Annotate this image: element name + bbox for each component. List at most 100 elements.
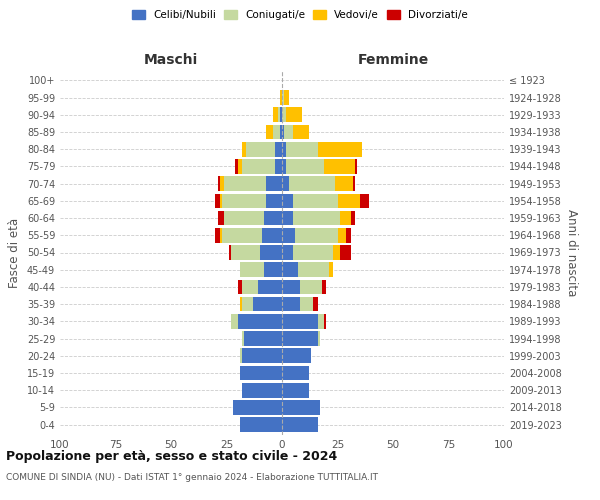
- Bar: [266, 176, 282, 191]
- Bar: [224, 176, 266, 191]
- Bar: [282, 280, 300, 294]
- Bar: [262, 228, 282, 242]
- Bar: [224, 210, 264, 226]
- Bar: [282, 383, 308, 398]
- Bar: [215, 228, 220, 242]
- Bar: [238, 280, 242, 294]
- Bar: [222, 228, 262, 242]
- Bar: [293, 245, 333, 260]
- Bar: [282, 348, 311, 363]
- Bar: [233, 400, 282, 415]
- Bar: [280, 90, 282, 105]
- Bar: [282, 194, 293, 208]
- Bar: [289, 176, 335, 191]
- Bar: [220, 176, 224, 191]
- Bar: [286, 159, 324, 174]
- Bar: [282, 90, 284, 105]
- Bar: [275, 159, 282, 174]
- Bar: [298, 262, 329, 277]
- Bar: [282, 142, 286, 156]
- Bar: [242, 383, 282, 398]
- Bar: [337, 228, 346, 242]
- Y-axis label: Fasce di età: Fasce di età: [8, 218, 21, 288]
- Bar: [284, 90, 289, 105]
- Bar: [293, 194, 337, 208]
- Text: Femmine: Femmine: [358, 52, 428, 66]
- Bar: [247, 142, 275, 156]
- Bar: [242, 159, 275, 174]
- Bar: [280, 108, 282, 122]
- Bar: [220, 194, 222, 208]
- Bar: [240, 418, 282, 432]
- Bar: [260, 245, 282, 260]
- Bar: [240, 262, 264, 277]
- Bar: [324, 159, 355, 174]
- Bar: [231, 314, 238, 328]
- Legend: Celibi/Nubili, Coniugati/e, Vedovi/e, Divorziati/e: Celibi/Nubili, Coniugati/e, Vedovi/e, Di…: [130, 8, 470, 22]
- Bar: [286, 142, 317, 156]
- Bar: [282, 262, 298, 277]
- Bar: [242, 297, 253, 312]
- Bar: [317, 142, 362, 156]
- Bar: [240, 366, 282, 380]
- Bar: [282, 124, 284, 140]
- Bar: [264, 210, 282, 226]
- Bar: [238, 159, 242, 174]
- Bar: [240, 348, 242, 363]
- Bar: [231, 245, 260, 260]
- Bar: [317, 332, 320, 346]
- Bar: [300, 297, 313, 312]
- Bar: [282, 400, 320, 415]
- Bar: [240, 297, 242, 312]
- Bar: [351, 210, 355, 226]
- Bar: [266, 194, 282, 208]
- Bar: [242, 142, 247, 156]
- Bar: [333, 245, 340, 260]
- Bar: [222, 194, 266, 208]
- Text: COMUNE DI SINDIA (NU) - Dati ISTAT 1° gennaio 2024 - Elaborazione TUTTITALIA.IT: COMUNE DI SINDIA (NU) - Dati ISTAT 1° ge…: [6, 472, 378, 482]
- Bar: [317, 314, 324, 328]
- Bar: [286, 108, 302, 122]
- Text: Popolazione per età, sesso e stato civile - 2024: Popolazione per età, sesso e stato civil…: [6, 450, 337, 463]
- Bar: [355, 159, 358, 174]
- Bar: [346, 228, 351, 242]
- Bar: [235, 159, 238, 174]
- Bar: [242, 280, 257, 294]
- Bar: [284, 124, 293, 140]
- Bar: [282, 366, 308, 380]
- Bar: [293, 124, 308, 140]
- Bar: [215, 194, 220, 208]
- Bar: [329, 262, 333, 277]
- Bar: [264, 262, 282, 277]
- Bar: [340, 210, 351, 226]
- Bar: [282, 228, 295, 242]
- Bar: [229, 245, 231, 260]
- Bar: [300, 280, 322, 294]
- Text: Maschi: Maschi: [144, 52, 198, 66]
- Bar: [282, 332, 317, 346]
- Bar: [282, 176, 289, 191]
- Bar: [324, 314, 326, 328]
- Bar: [337, 194, 360, 208]
- Bar: [278, 108, 280, 122]
- Bar: [275, 142, 282, 156]
- Bar: [218, 210, 224, 226]
- Bar: [257, 280, 282, 294]
- Bar: [282, 297, 300, 312]
- Bar: [238, 314, 282, 328]
- Bar: [282, 418, 317, 432]
- Bar: [253, 297, 282, 312]
- Bar: [295, 228, 337, 242]
- Y-axis label: Anni di nascita: Anni di nascita: [565, 209, 578, 296]
- Bar: [282, 210, 293, 226]
- Bar: [322, 280, 326, 294]
- Bar: [293, 210, 340, 226]
- Bar: [242, 348, 282, 363]
- Bar: [340, 245, 351, 260]
- Bar: [353, 176, 355, 191]
- Bar: [242, 332, 244, 346]
- Bar: [282, 159, 286, 174]
- Bar: [280, 124, 282, 140]
- Bar: [360, 194, 368, 208]
- Bar: [335, 176, 353, 191]
